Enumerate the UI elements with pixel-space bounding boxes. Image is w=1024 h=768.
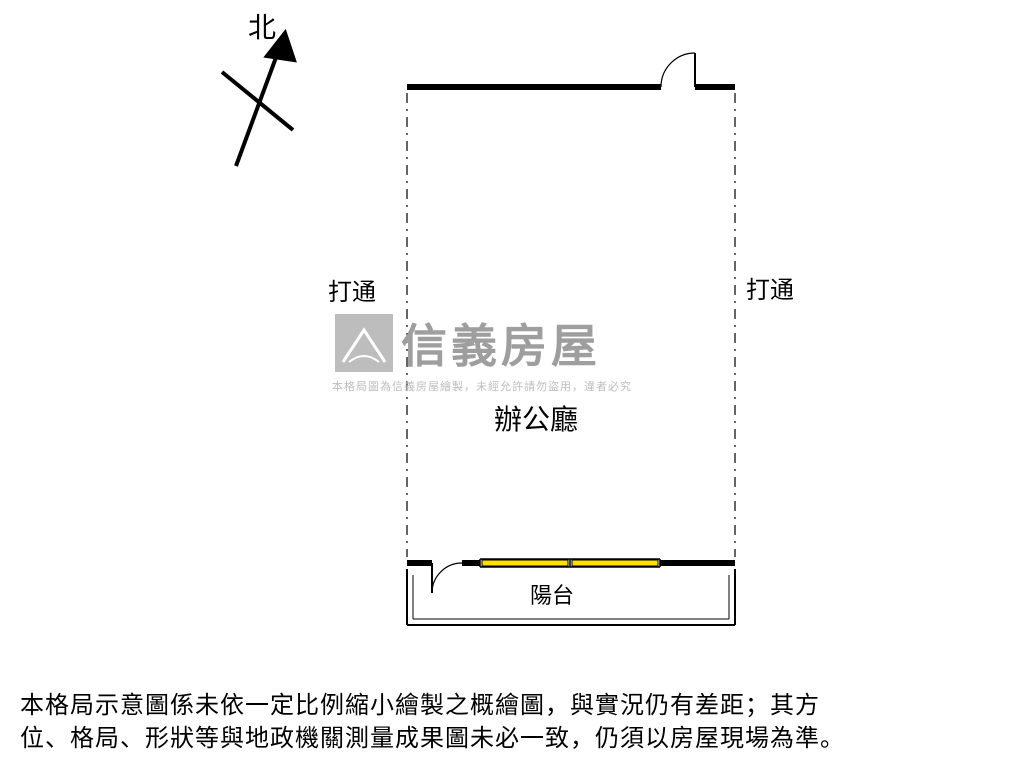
watermark-square-icon — [335, 314, 393, 372]
disclaimer-line2: 位、格局、形狀等與地政機關測量成果圖未必一致，仍須以房屋現場為準。 — [20, 725, 845, 752]
watermark-logo: 信義房屋 — [335, 310, 601, 376]
watermark-subtext: 本格局圖為信義房屋繪製，未經允許請勿盜用，違者必究 — [332, 378, 632, 394]
label-balcony: 陽台 — [530, 578, 574, 610]
compass-label: 北 — [248, 6, 276, 46]
disclaimer-text: 本格局示意圖係未依一定比例縮小繪製之概繪圖，與實況仍有差距；其方 位、格局、形狀… — [20, 689, 1000, 756]
label-main-room: 辦公廳 — [494, 398, 578, 438]
floorplan-canvas: 北 打通 打通 辦公廳 陽台 信義房屋 本格局圖為信義房屋繪製，未經允許請勿盜用… — [0, 0, 1024, 768]
label-open-right: 打通 — [746, 270, 794, 305]
label-open-left: 打通 — [328, 272, 376, 307]
watermark-brand: 信義房屋 — [401, 310, 601, 376]
disclaimer-line1: 本格局示意圖係未依一定比例縮小繪製之概繪圖，與實況仍有差距；其方 — [20, 692, 820, 719]
